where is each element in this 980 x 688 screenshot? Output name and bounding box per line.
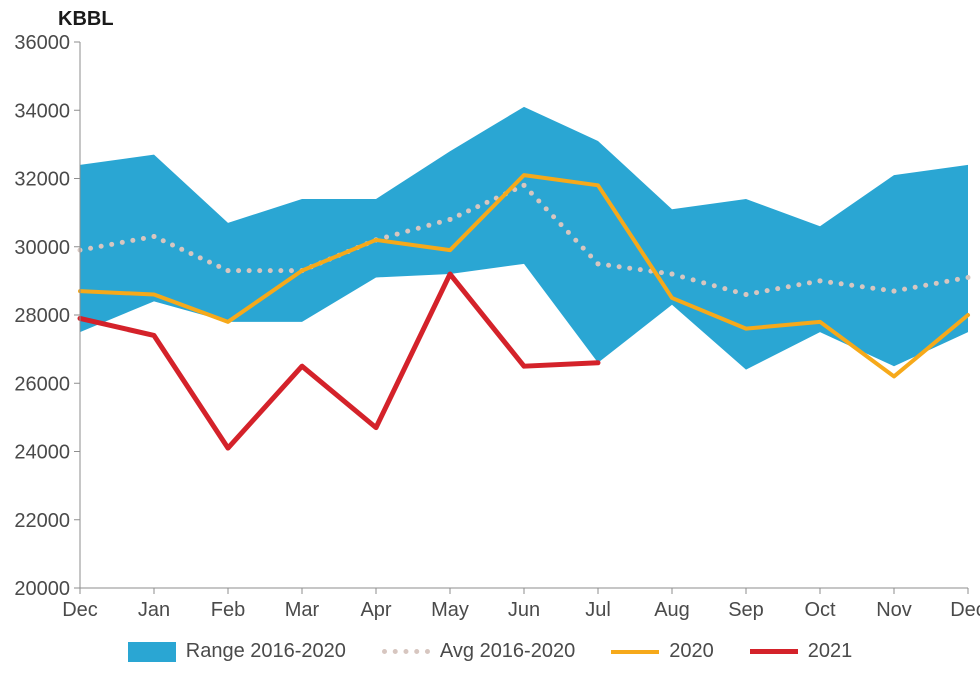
legend-item-2021: 2021: [750, 640, 853, 663]
x-tick-label: Sep: [728, 599, 764, 621]
range-area: [80, 107, 968, 370]
x-tick-label: Mar: [285, 599, 320, 621]
y-tick-label: 28000: [14, 305, 70, 327]
x-tick-label: Oct: [804, 599, 836, 621]
y-tick-label: 32000: [14, 169, 70, 191]
x-tick-label: Jan: [138, 599, 170, 621]
x-tick-label: Nov: [876, 599, 912, 621]
y-tick-label: 26000: [14, 373, 70, 395]
legend-swatch-range: [128, 642, 176, 662]
y-tick-label: 22000: [14, 510, 70, 532]
legend-item-2020-label: 2020: [669, 640, 714, 663]
legend-swatch-avg: [382, 649, 430, 654]
x-tick-label: Jun: [508, 599, 540, 621]
y-tick-label: 20000: [14, 578, 70, 600]
y-axis-title: KBBL: [58, 8, 114, 31]
legend-item-range-label: Range 2016-2020: [186, 640, 346, 663]
chart-svg: 20000 22000 24000 26000 28000 30000 32000 34000…: [0, 0, 980, 688]
legend-swatch-2021: [750, 649, 798, 654]
x-tick-label: Aug: [654, 599, 690, 621]
x-tick-label: Jul: [585, 599, 611, 621]
y-tick-label: 30000: [14, 237, 70, 259]
x-tick-label: Apr: [360, 599, 391, 621]
y-tick-label: 34000: [14, 100, 70, 122]
x-tick-label: Dec: [62, 599, 98, 621]
legend-item-avg-label: Avg 2016-2020: [440, 640, 575, 663]
legend-item-avg: Avg 2016-2020: [382, 640, 575, 663]
legend-item-range: Range 2016-2020: [128, 640, 346, 663]
x-tick-label: Dec: [950, 599, 980, 621]
y-tick-label: 24000: [14, 442, 70, 464]
chart-container: KBBL 20000 22000 24000 26000 28000 30000 32000…: [0, 0, 980, 688]
legend: Range 2016-2020 Avg 2016-2020 2020 2021: [0, 640, 980, 663]
x-tick-label: Feb: [211, 599, 245, 621]
legend-item-2021-label: 2021: [808, 640, 853, 663]
y-tick-label: 36000: [14, 32, 70, 54]
x-tick-label: May: [431, 599, 469, 621]
legend-swatch-2020: [611, 650, 659, 654]
legend-item-2020: 2020: [611, 640, 714, 663]
